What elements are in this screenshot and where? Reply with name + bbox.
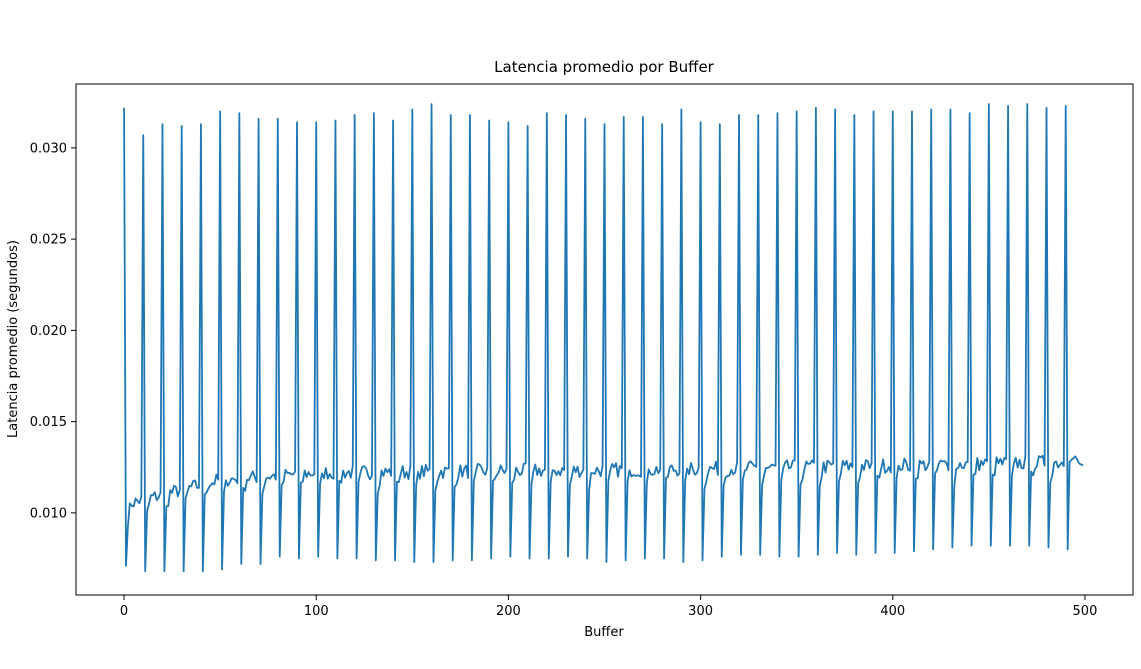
x-axis-label: Buffer xyxy=(584,625,624,640)
x-tick-label: 100 xyxy=(304,604,329,619)
y-tick-label: 0.030 xyxy=(30,141,67,156)
y-axis-label: Latencia promedio (segundos) xyxy=(6,240,21,438)
x-tick-label: 200 xyxy=(496,604,521,619)
chart-title: Latencia promedio por Buffer xyxy=(494,58,715,76)
x-axis: 0 100 200 300 400 500 xyxy=(120,595,1097,619)
plot-area xyxy=(75,83,1134,596)
x-tick-label: 500 xyxy=(1073,604,1098,619)
y-tick-label: 0.025 xyxy=(30,233,67,248)
y-tick-label: 0.020 xyxy=(30,324,67,339)
y-tick-label: 0.015 xyxy=(30,415,67,430)
x-tick-label: 0 xyxy=(120,604,128,619)
y-tick-label: 0.010 xyxy=(30,506,67,521)
x-tick-label: 400 xyxy=(880,604,905,619)
axes-frame xyxy=(75,83,1134,596)
latency-series-line xyxy=(123,103,1084,573)
y-axis: 0.010 0.015 0.020 0.025 0.030 xyxy=(30,141,76,521)
x-tick-label: 300 xyxy=(688,604,713,619)
